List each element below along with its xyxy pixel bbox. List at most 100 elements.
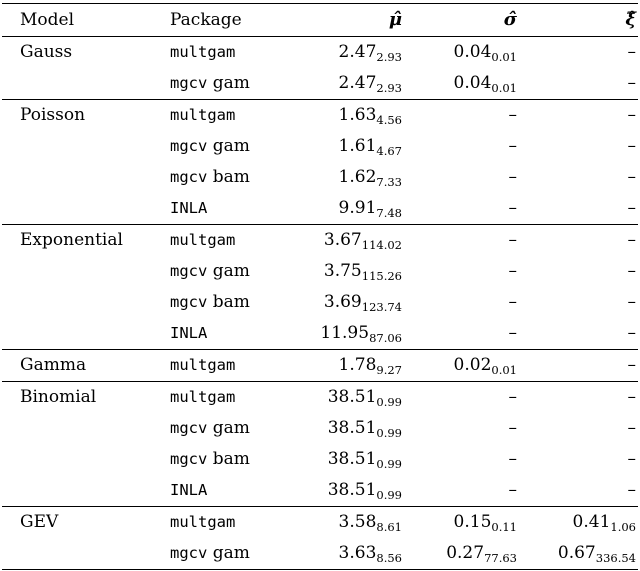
mu-cell: 3.69123.74	[290, 287, 402, 318]
xi-value: –	[627, 449, 637, 469]
xi-cell: –	[517, 475, 638, 507]
mu-subscript: 7.33	[376, 175, 402, 189]
sigma-value: 0.04	[453, 42, 492, 62]
sigma-value: –	[508, 261, 518, 281]
xi-cell: –	[517, 131, 638, 162]
package-function: gam	[207, 418, 250, 438]
xi-cell: –	[517, 162, 638, 193]
xi-cell: –	[517, 225, 638, 257]
xi-value: 0.67	[557, 543, 596, 563]
package-name: multgam	[170, 43, 236, 61]
mu-subscript: 7.48	[376, 206, 402, 220]
sigma-cell: –	[402, 162, 518, 193]
table-row: mgcv gam 2.472.93 0.040.01–	[2, 68, 638, 100]
xi-cell: 0.411.06	[517, 507, 638, 539]
package-cell: mgcv gam	[170, 256, 290, 287]
mu-subscript: 87.06	[369, 331, 402, 345]
package-cell: multgam	[170, 350, 290, 382]
xi-cell: 0.67336.54	[517, 538, 638, 570]
table-row: Exponential multgam 3.67114.02 – –	[2, 224, 638, 257]
table-row: INLA 11.9587.06 – –	[2, 318, 638, 350]
package-name: mgcv	[170, 450, 208, 468]
mu-cell: 1.614.67	[290, 131, 402, 162]
package-cell: mgcv bam	[170, 162, 290, 193]
mu-subscript: 2.93	[376, 50, 402, 64]
package-function: bam	[207, 167, 250, 187]
mu-cell: 1.789.27	[290, 350, 402, 382]
header-mu-symbol: μ̂	[388, 9, 402, 30]
model-name: GEV	[20, 512, 59, 532]
mu-subscript: 9.27	[376, 363, 402, 377]
model-cell-empty	[2, 287, 170, 318]
package-name: mgcv	[170, 544, 208, 562]
table-row: mgcv bam 38.510.99– –	[2, 444, 638, 475]
mu-subscript: 0.99	[376, 395, 402, 409]
model-cell-empty	[2, 318, 170, 350]
mu-value: 3.58	[338, 512, 377, 532]
mu-cell: 38.510.99	[290, 382, 402, 414]
model-name: Poisson	[20, 105, 86, 125]
sigma-cell: 0.150.11	[402, 507, 517, 539]
mu-subscript: 114.02	[361, 238, 402, 252]
sigma-cell: 0.040.01	[402, 37, 517, 69]
table-row: mgcv bam 3.69123.74– –	[2, 287, 638, 318]
header-mu: μ̂	[290, 4, 402, 37]
sigma-cell: –	[402, 413, 518, 444]
package-name: multgam	[170, 356, 236, 374]
table-row: GEV multgam 3.588.61 0.150.11 0.411.06	[2, 506, 638, 539]
mu-subscript: 4.56	[376, 113, 402, 127]
xi-cell: –	[517, 382, 638, 414]
package-name: multgam	[170, 231, 236, 249]
package-cell: INLA	[170, 318, 290, 350]
table-row: INLA 9.917.48 – –	[2, 193, 638, 225]
model-cell-empty	[2, 193, 170, 225]
mu-subscript: 0.99	[376, 457, 402, 471]
mu-cell: 38.510.99	[290, 475, 402, 507]
mu-cell: 3.75115.26	[290, 256, 402, 287]
mu-value: 3.67	[323, 230, 362, 250]
package-cell: mgcv gam	[170, 413, 290, 444]
mu-value: 3.75	[323, 261, 362, 281]
header-xi-symbol: ξ̂	[625, 9, 636, 30]
sigma-value: 0.02	[453, 355, 492, 375]
model-cell-empty	[2, 131, 170, 162]
table-row: mgcv gam 38.510.99– –	[2, 413, 638, 444]
xi-value: –	[627, 418, 637, 438]
sigma-cell: 0.2777.63	[402, 538, 517, 570]
sigma-cell: –	[402, 382, 518, 414]
sigma-value: –	[508, 387, 518, 407]
table-row: Gamma multgam 1.789.27 0.020.01–	[2, 349, 638, 382]
mu-value: 9.91	[338, 198, 377, 218]
mu-value: 1.61	[338, 136, 377, 156]
table-row: Binomial multgam 38.510.99 – –	[2, 381, 638, 414]
model-name: Gamma	[20, 355, 87, 375]
package-cell: mgcv gam	[170, 131, 290, 162]
mu-cell: 1.634.56	[290, 100, 402, 132]
package-name: mgcv	[170, 262, 208, 280]
sigma-cell: –	[402, 475, 518, 507]
sigma-value: 0.27	[446, 543, 485, 563]
xi-cell: –	[517, 256, 638, 287]
package-cell: mgcv bam	[170, 444, 290, 475]
xi-subscript: 1.06	[610, 520, 636, 534]
model-name: Binomial	[20, 387, 97, 407]
sigma-cell: 0.020.01	[402, 350, 517, 382]
results-table: Model Package μ̂ σ̂ ξ̂ Gauss multgam 2.472…	[2, 3, 638, 570]
mu-subscript: 4.67	[376, 144, 402, 158]
sigma-cell: –	[402, 131, 518, 162]
sigma-value: –	[508, 167, 518, 187]
model-cell-empty	[2, 444, 170, 475]
model-name: Gauss	[20, 42, 73, 62]
sigma-cell: –	[402, 444, 518, 475]
mu-value: 3.63	[338, 543, 377, 563]
package-function: gam	[207, 136, 250, 156]
xi-value: –	[627, 73, 637, 93]
xi-value: –	[627, 323, 637, 343]
sigma-value: –	[508, 449, 518, 469]
mu-cell: 2.472.93	[290, 37, 402, 69]
table-row: mgcv gam 1.614.67– –	[2, 131, 638, 162]
package-name: INLA	[170, 199, 208, 217]
package-cell: INLA	[170, 193, 290, 225]
mu-cell: 3.588.61	[290, 507, 402, 539]
header-sigma: σ̂	[402, 4, 517, 37]
